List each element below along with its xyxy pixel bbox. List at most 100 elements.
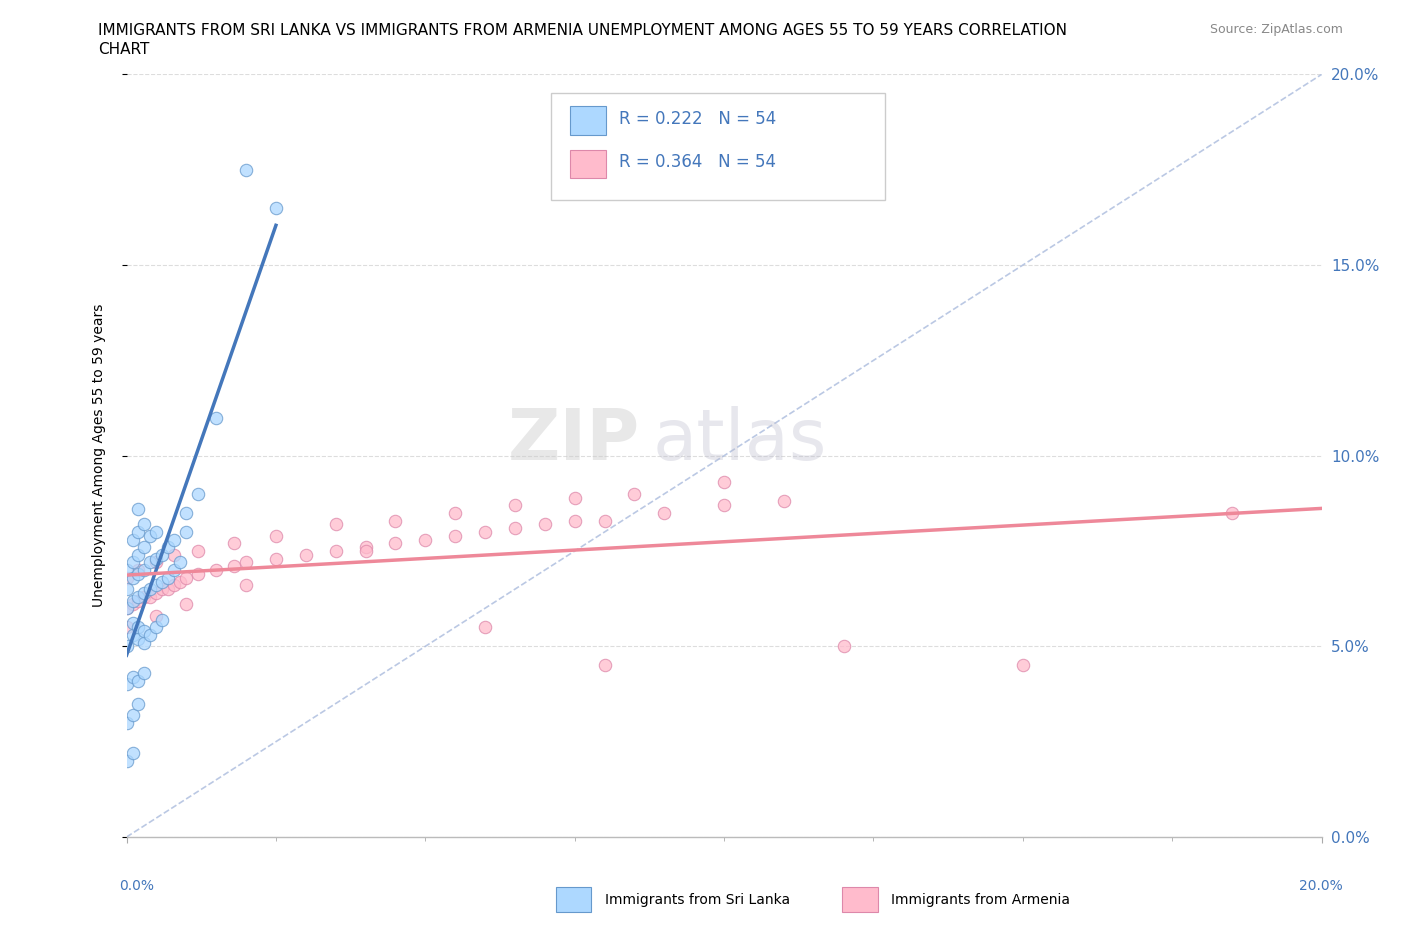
Point: [115, 715, 138, 730]
Point: [325, 543, 347, 558]
Point: [121, 746, 143, 761]
Point: [169, 574, 191, 589]
Point: [444, 528, 467, 543]
Point: [1220, 506, 1243, 521]
Point: [127, 673, 149, 688]
Point: [264, 200, 287, 215]
Point: [121, 555, 143, 570]
Point: [127, 548, 149, 563]
Point: [145, 586, 167, 601]
Point: [121, 616, 143, 631]
Point: [121, 670, 143, 684]
Point: [384, 513, 406, 528]
Point: [121, 708, 143, 723]
Point: [134, 563, 156, 578]
Text: Immigrants from Sri Lanka: Immigrants from Sri Lanka: [605, 893, 790, 907]
Point: [264, 551, 287, 566]
Point: [152, 582, 174, 597]
Point: [139, 528, 162, 543]
Point: [222, 536, 246, 551]
Point: [264, 528, 287, 543]
Point: [534, 517, 557, 532]
Point: [174, 506, 197, 521]
Point: [115, 601, 138, 616]
Point: [145, 578, 167, 592]
Point: [474, 620, 496, 635]
Point: [773, 494, 796, 509]
Point: [139, 582, 162, 597]
Point: [832, 639, 855, 654]
Y-axis label: Unemployment Among Ages 55 to 59 years: Unemployment Among Ages 55 to 59 years: [91, 304, 105, 607]
Point: [174, 597, 197, 612]
Point: [115, 570, 138, 585]
Point: [127, 620, 149, 635]
Point: [121, 628, 143, 643]
Point: [139, 555, 162, 570]
Point: [127, 696, 149, 711]
Point: [121, 597, 143, 612]
Text: CHART: CHART: [98, 42, 150, 57]
Point: [713, 475, 735, 490]
Point: [652, 506, 675, 521]
Point: [157, 570, 180, 585]
Point: [222, 559, 246, 574]
Point: [187, 486, 209, 501]
Point: [121, 593, 143, 608]
Point: [593, 658, 616, 673]
Point: [564, 513, 586, 528]
Point: [187, 543, 209, 558]
Text: 0.0%: 0.0%: [120, 879, 155, 893]
Point: [134, 539, 156, 554]
Point: [503, 498, 526, 512]
Point: [115, 563, 138, 578]
Point: [152, 612, 174, 627]
Point: [187, 566, 209, 581]
Point: [134, 666, 156, 681]
FancyBboxPatch shape: [569, 150, 606, 179]
Point: [444, 506, 467, 521]
Point: [503, 521, 526, 536]
Point: [593, 513, 616, 528]
Text: R = 0.222   N = 54: R = 0.222 N = 54: [619, 110, 776, 127]
Point: [115, 753, 138, 768]
Point: [115, 620, 138, 635]
Point: [152, 574, 174, 589]
Point: [354, 539, 377, 554]
Point: [474, 525, 496, 539]
Point: [127, 631, 149, 646]
Point: [623, 486, 645, 501]
Point: [115, 677, 138, 692]
Point: [163, 578, 186, 592]
Point: [163, 548, 186, 563]
Point: [127, 590, 149, 604]
FancyBboxPatch shape: [555, 886, 592, 912]
Point: [294, 548, 316, 563]
Point: [145, 620, 167, 635]
Text: ZIP: ZIP: [508, 406, 640, 475]
Point: [713, 498, 735, 512]
Point: [127, 566, 149, 581]
Point: [145, 555, 167, 570]
Text: IMMIGRANTS FROM SRI LANKA VS IMMIGRANTS FROM ARMENIA UNEMPLOYMENT AMONG AGES 55 : IMMIGRANTS FROM SRI LANKA VS IMMIGRANTS …: [98, 23, 1067, 38]
Point: [415, 532, 437, 547]
Point: [152, 548, 174, 563]
Point: [174, 570, 197, 585]
Point: [121, 532, 143, 547]
Point: [115, 582, 138, 597]
Point: [384, 536, 406, 551]
Text: Source: ZipAtlas.com: Source: ZipAtlas.com: [1209, 23, 1343, 36]
Point: [205, 410, 228, 425]
Text: atlas: atlas: [652, 406, 827, 475]
Point: [134, 517, 156, 532]
FancyBboxPatch shape: [842, 886, 879, 912]
Point: [121, 570, 143, 585]
Point: [325, 517, 347, 532]
Point: [145, 525, 167, 539]
Point: [115, 601, 138, 616]
Point: [134, 590, 156, 604]
Text: Immigrants from Armenia: Immigrants from Armenia: [891, 893, 1070, 907]
Point: [235, 578, 257, 592]
Point: [169, 555, 191, 570]
Point: [157, 582, 180, 597]
Point: [127, 593, 149, 608]
